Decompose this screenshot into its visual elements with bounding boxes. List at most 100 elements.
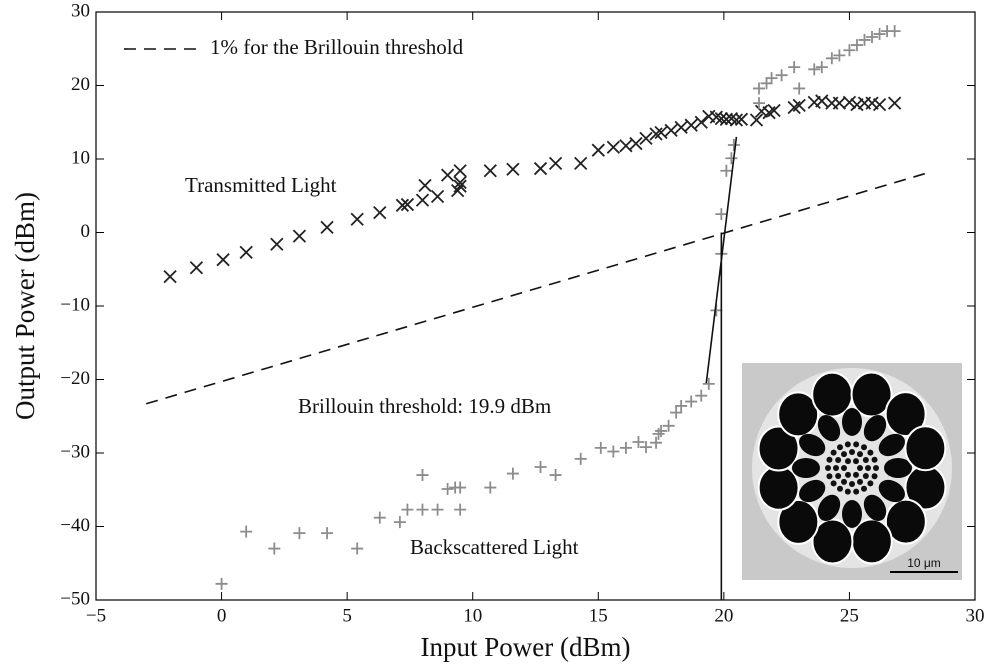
x-marker: [887, 96, 902, 110]
plus-marker: [549, 469, 562, 482]
x-marker: [533, 161, 548, 176]
x-marker: [767, 103, 781, 118]
core-hole: [867, 480, 874, 487]
x-marker: [292, 229, 307, 243]
plus-marker: [850, 39, 863, 52]
annotation: Backscattered Light: [410, 535, 579, 559]
y-tick-label: 30: [71, 0, 90, 21]
core-hole: [861, 444, 867, 451]
x-marker: [395, 198, 410, 212]
x-marker: [639, 131, 653, 146]
plus-marker: [594, 441, 607, 454]
core-hole: [871, 456, 878, 463]
y-tick-label: −30: [60, 441, 90, 462]
mid-hole: [863, 415, 887, 442]
y-tick-label: −50: [60, 588, 90, 609]
core-hole: [862, 457, 869, 463]
plus-marker: [650, 436, 663, 449]
x-marker: [400, 197, 415, 212]
core-hole: [857, 478, 863, 485]
plus-marker: [753, 97, 766, 110]
x-marker: [664, 123, 678, 137]
plus-marker: [619, 441, 632, 454]
outer-hole: [757, 464, 800, 511]
core-hole: [826, 473, 833, 480]
plus-marker: [695, 389, 708, 402]
outer-hole: [777, 498, 820, 545]
plus-marker: [215, 577, 228, 590]
x-marker: [453, 179, 467, 193]
x-marker: [320, 220, 334, 234]
x-marker: [629, 136, 643, 151]
core-hole: [853, 488, 860, 495]
core-hole: [853, 441, 860, 448]
x-marker: [684, 118, 698, 132]
plus-marker: [416, 469, 429, 482]
plus-marker: [321, 527, 334, 540]
plus-marker: [808, 63, 821, 76]
mid-hole: [842, 500, 862, 528]
x-marker: [373, 206, 387, 220]
plus-marker: [765, 72, 778, 85]
x-marker: [506, 162, 520, 176]
plus-marker: [416, 503, 429, 516]
plus-marker: [725, 152, 738, 165]
core-hole: [861, 485, 867, 492]
plus-marker: [833, 49, 846, 62]
outer-hole: [850, 518, 893, 565]
x-marker: [815, 94, 829, 108]
x-marker: [270, 237, 284, 251]
core-hole: [853, 458, 859, 465]
plus-marker: [268, 542, 281, 555]
core-hole: [835, 473, 842, 479]
plus-marker: [393, 516, 406, 529]
core-hole: [841, 465, 847, 471]
x-marker: [832, 96, 847, 110]
core-hole: [833, 465, 839, 471]
x-marker: [654, 125, 668, 140]
plus-marker: [793, 82, 806, 95]
plus-marker: [760, 77, 773, 90]
x-marker: [749, 113, 764, 127]
x-marker: [163, 269, 177, 284]
x-marker: [216, 253, 230, 267]
core-hole: [837, 485, 843, 492]
x-marker: [729, 113, 744, 127]
mid-hole: [799, 433, 826, 457]
y-tick-label: 20: [71, 74, 90, 95]
x-marker: [350, 212, 364, 226]
plus-marker: [858, 33, 871, 46]
core-hole: [873, 465, 879, 471]
plus-marker: [441, 483, 454, 496]
annotation: Brillouin threshold: 19.9 dBm: [298, 394, 551, 418]
core-hole: [871, 473, 878, 480]
x-marker: [719, 112, 734, 126]
x-marker: [714, 111, 728, 126]
outer-hole: [884, 498, 927, 545]
plus-marker: [534, 460, 547, 473]
plus-marker: [670, 406, 683, 419]
x-marker: [483, 164, 497, 178]
x-marker: [649, 127, 663, 141]
core-hole: [865, 465, 871, 471]
plus-marker: [484, 481, 497, 494]
core-hole: [841, 451, 847, 458]
core-hole: [845, 471, 851, 478]
x-marker: [453, 164, 467, 178]
y-tick-label: 10: [71, 147, 90, 168]
plus-marker: [825, 52, 838, 65]
core-hole: [849, 449, 855, 455]
plus-marker: [727, 139, 740, 152]
plus-marker: [702, 377, 715, 390]
x-tick-label: 15: [589, 605, 608, 626]
mid-hole: [817, 415, 841, 442]
plus-marker: [454, 481, 467, 494]
mid-hole: [884, 458, 912, 478]
mid-hole: [878, 479, 905, 503]
plus-marker: [607, 445, 620, 458]
plus-marker: [240, 525, 253, 538]
plus-marker: [401, 503, 414, 516]
mid-hole: [792, 458, 820, 478]
y-tick-label: 0: [81, 221, 91, 242]
